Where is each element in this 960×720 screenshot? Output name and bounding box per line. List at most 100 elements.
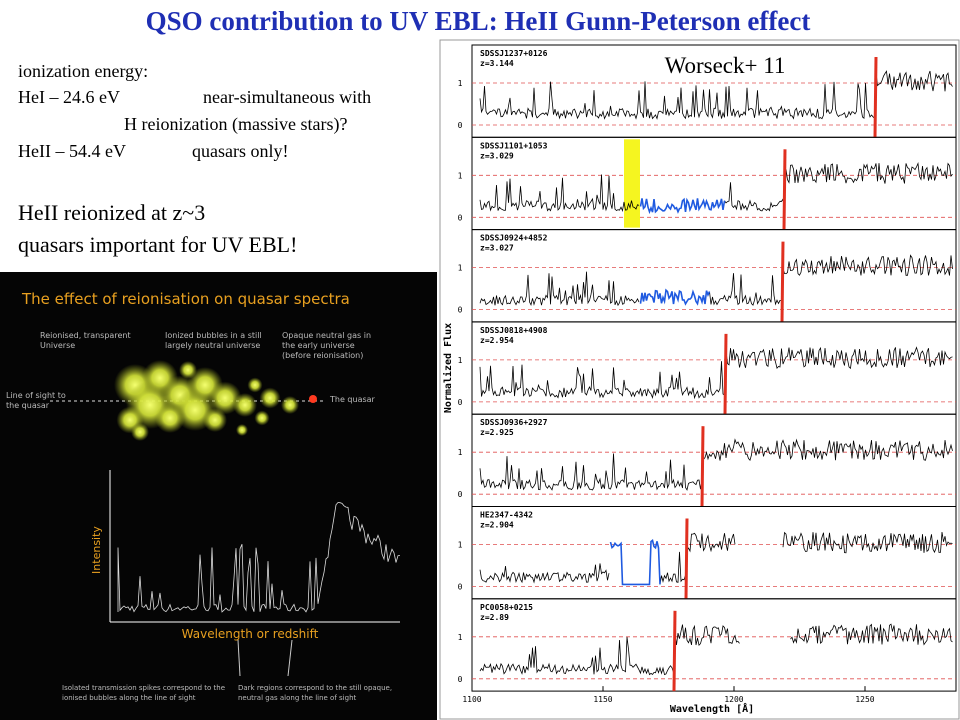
pointer bbox=[287, 639, 293, 677]
y-tick-label: 1 bbox=[458, 633, 463, 642]
x-tick-label: 1100 bbox=[462, 695, 481, 704]
notes: ionization energy: HeI – 24.6 eV near-si… bbox=[18, 61, 371, 161]
axis-label: Wavelength or redshift bbox=[182, 627, 319, 641]
schematic-spectrum bbox=[117, 502, 400, 613]
spectrum bbox=[479, 346, 953, 400]
y-tick-label: 0 bbox=[458, 213, 463, 222]
panel-redshift: z=3.027 bbox=[480, 244, 514, 253]
note: HeI – 24.6 eV bbox=[18, 87, 120, 107]
figure-background bbox=[0, 272, 437, 720]
axis-label: Intensity bbox=[90, 526, 103, 574]
ionized-bubble bbox=[233, 393, 257, 417]
y-tick-label: 1 bbox=[458, 448, 463, 457]
ionized-bubble bbox=[131, 423, 149, 441]
caption: Universe bbox=[40, 341, 75, 350]
x-tick-label: 1150 bbox=[593, 695, 612, 704]
panel-name: SDSSJ0924+4852 bbox=[480, 234, 548, 243]
y-tick-label: 0 bbox=[458, 306, 463, 315]
ionized-bubble bbox=[281, 396, 299, 414]
caption: Reionised, transparent bbox=[40, 331, 131, 340]
edge-marker bbox=[723, 333, 728, 415]
caption: the quasar bbox=[6, 401, 50, 410]
y-axis-label: Normalized Flux bbox=[442, 323, 454, 413]
caption: Opaque neutral gas in bbox=[282, 331, 371, 340]
caption: ionised bubbles along the line of sight bbox=[62, 694, 196, 702]
spectrum-highlight bbox=[639, 197, 726, 215]
figure-frame bbox=[439, 39, 960, 720]
y-tick-label: 1 bbox=[458, 79, 463, 88]
ionized-bubble bbox=[155, 403, 185, 433]
caption: Isolated transmission spikes correspond … bbox=[62, 684, 225, 692]
y-tick-label: 1 bbox=[458, 541, 463, 550]
y-tick-label: 0 bbox=[458, 675, 463, 684]
edge-marker bbox=[700, 426, 705, 507]
spectrum-highlight bbox=[609, 539, 661, 586]
highlight: HeII reionized at z~3 bbox=[18, 200, 205, 225]
credit: Worseck+ 11 bbox=[665, 53, 786, 78]
y-tick-label: 0 bbox=[458, 398, 463, 407]
spectrum bbox=[479, 161, 953, 212]
panel-redshift: z=2.904 bbox=[480, 521, 514, 530]
spectrum bbox=[479, 623, 953, 676]
edge-marker bbox=[780, 241, 785, 322]
spectrum bbox=[479, 438, 953, 491]
edge-marker bbox=[873, 56, 878, 138]
pointer bbox=[237, 639, 241, 677]
panel-name: HE2347-4342 bbox=[480, 511, 533, 520]
edge-marker bbox=[782, 149, 787, 230]
caption: the early universe bbox=[282, 341, 355, 350]
panel-name: SDSSJ1237+0126 bbox=[480, 49, 548, 58]
highlight-band bbox=[624, 139, 640, 228]
panel-redshift: z=2.89 bbox=[480, 613, 509, 622]
panel-name: SDSSJ0936+2927 bbox=[480, 418, 548, 427]
caption: largely neutral universe bbox=[165, 341, 260, 350]
ionized-bubble bbox=[179, 361, 197, 379]
slide-title: QSO contribution to UV EBL: HeII Gunn-Pe… bbox=[146, 6, 811, 36]
ionized-bubble bbox=[247, 377, 263, 393]
panel-name: SDSSJ0818+4908 bbox=[480, 326, 548, 335]
y-tick-label: 0 bbox=[458, 583, 463, 592]
edge-marker bbox=[684, 518, 689, 599]
right-figure: Worseck+ 11 Normalized Flux Wavelength [… bbox=[439, 39, 960, 720]
panel-name: PC0058+0215 bbox=[480, 603, 533, 612]
ionized-bubble bbox=[254, 410, 270, 426]
ionized-bubble bbox=[259, 387, 281, 409]
y-tick-label: 0 bbox=[458, 490, 463, 499]
panel-redshift: z=2.925 bbox=[480, 428, 514, 437]
panel-redshift: z=3.029 bbox=[480, 151, 514, 160]
spectrum-highlight bbox=[639, 288, 711, 306]
x-axis-label: Wavelength [Å] bbox=[670, 702, 754, 715]
edge-marker bbox=[672, 610, 677, 692]
ionized-bubble bbox=[203, 408, 227, 432]
y-tick-label: 1 bbox=[458, 264, 463, 273]
note: near-simultaneous with bbox=[203, 87, 371, 107]
figure-title: The effect of reionisation on quasar spe… bbox=[21, 290, 350, 308]
y-tick-label: 0 bbox=[458, 121, 463, 130]
x-tick-label: 1250 bbox=[855, 695, 874, 704]
x-tick-label: 1200 bbox=[724, 695, 743, 704]
ionized-bubble bbox=[236, 424, 248, 436]
highlight: quasars important for UV EBL! bbox=[18, 232, 297, 257]
note: HeII – 54.4 eV bbox=[18, 141, 126, 161]
left-figure: The effect of reionisation on quasar spe… bbox=[0, 272, 437, 720]
y-tick-label: 1 bbox=[458, 171, 463, 180]
caption: Dark regions correspond to the still opa… bbox=[238, 684, 392, 692]
caption: Ionized bubbles in a still bbox=[165, 331, 262, 340]
panel-redshift: z=3.144 bbox=[480, 59, 514, 68]
caption: Line of sight to bbox=[6, 391, 66, 400]
caption: The quasar bbox=[329, 395, 376, 404]
panel-name: SDSSJ1101+1053 bbox=[480, 141, 548, 150]
spectrum bbox=[479, 254, 953, 307]
note: ionization energy: bbox=[18, 61, 148, 81]
panel-redshift: z=2.954 bbox=[480, 336, 514, 345]
note: H reionization (massive stars)? bbox=[124, 114, 347, 135]
highlights: HeII reionized at z~3 quasars important … bbox=[18, 200, 297, 257]
y-tick-label: 1 bbox=[458, 356, 463, 365]
caption: (before reionisation) bbox=[282, 351, 363, 360]
note: quasars only! bbox=[192, 141, 288, 161]
quasar-dot bbox=[309, 395, 317, 403]
caption: neutral gas along the line of sight bbox=[238, 694, 357, 702]
spectrum bbox=[479, 531, 953, 585]
panel-frame bbox=[471, 598, 957, 692]
